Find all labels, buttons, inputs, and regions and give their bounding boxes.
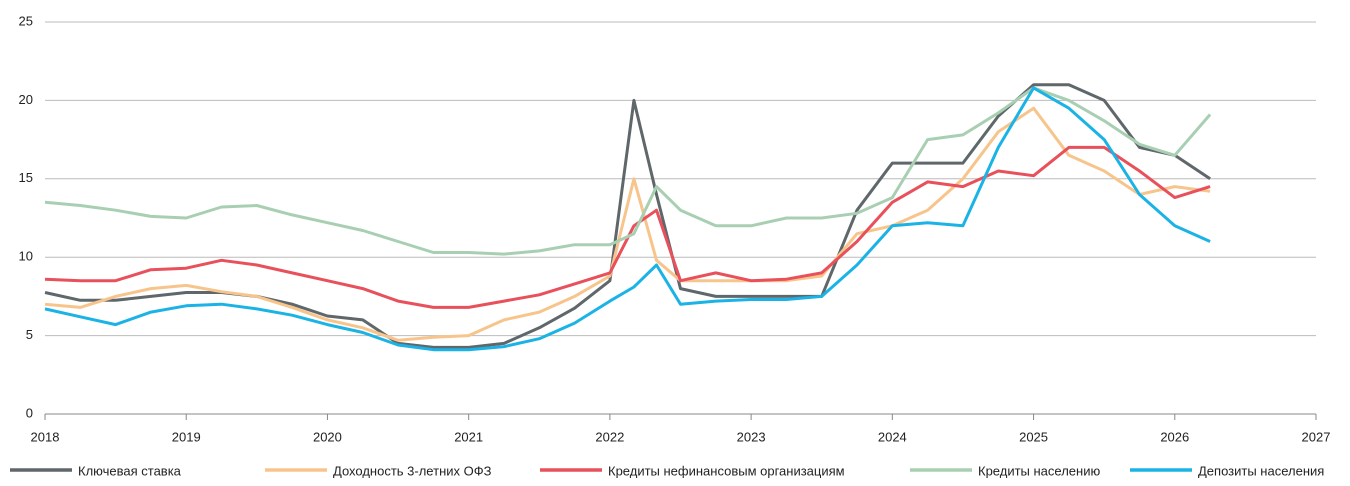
series-line xyxy=(44,86,1212,256)
y-tick-label: 10 xyxy=(19,249,33,264)
legend-label: Кредиты населению xyxy=(978,463,1100,478)
x-tick-label: 2023 xyxy=(737,429,766,444)
legend-label: Кредиты нефинансовым организациям xyxy=(608,463,845,478)
x-tick-label: 2026 xyxy=(1160,429,1189,444)
y-tick-label: 20 xyxy=(19,92,33,107)
series-line xyxy=(44,86,1211,352)
x-tick-label: 2027 xyxy=(1302,429,1331,444)
legend-label: Доходность 3-летних ОФЗ xyxy=(333,463,492,478)
series-line xyxy=(44,145,1211,309)
x-tick-label: 2020 xyxy=(313,429,342,444)
x-tick-label: 2024 xyxy=(878,429,907,444)
legend-label: Ключевая ставка xyxy=(78,463,182,478)
x-tick-label: 2019 xyxy=(172,429,201,444)
y-tick-label: 15 xyxy=(19,170,33,185)
y-tick-label: 0 xyxy=(26,405,33,420)
x-tick-label: 2025 xyxy=(1019,429,1048,444)
x-tick-label: 2022 xyxy=(595,429,624,444)
x-tick-label: 2021 xyxy=(454,429,483,444)
y-tick-label: 25 xyxy=(19,13,33,28)
y-tick-label: 5 xyxy=(26,327,33,342)
legend-label: Депозиты населения xyxy=(1198,463,1324,478)
series-line xyxy=(44,106,1211,342)
series-line xyxy=(44,83,1211,349)
x-tick-label: 2018 xyxy=(31,429,60,444)
